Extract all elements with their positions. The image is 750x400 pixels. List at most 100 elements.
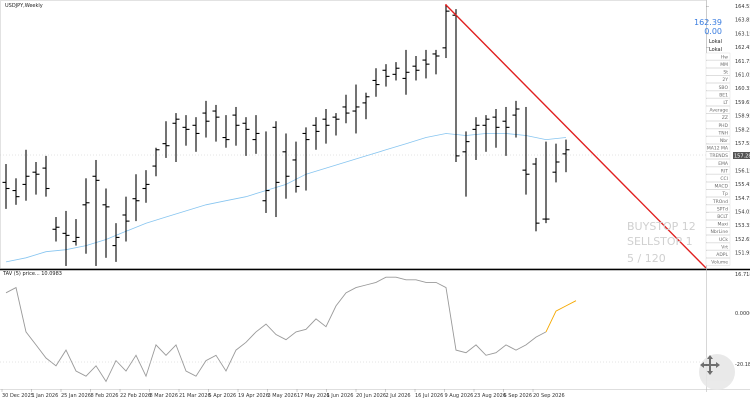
ui-layer[interactable]: USDJPY,Weekly TAV (5) price... 10.0983 162… [2, 3, 731, 277]
ohlc-bar[interactable] [522, 106, 530, 195]
side-button[interactable]: ZZ [705, 113, 731, 121]
side-button-label: MM [720, 62, 728, 68]
side-button[interactable]: Tp [705, 189, 731, 197]
ohlc-bar[interactable] [92, 159, 100, 266]
ohlc-bar[interactable] [502, 106, 510, 156]
ohlc-bar[interactable] [222, 115, 230, 148]
ohlc-bar[interactable] [482, 115, 490, 152]
side-button[interactable]: MM [705, 60, 731, 68]
side-button[interactable]: MACD [705, 181, 731, 190]
ohlc-bar[interactable] [82, 178, 90, 254]
ohlc-bar[interactable] [452, 9, 460, 162]
price-pane[interactable]: BUYSTOP 12 SELLSTOP 1 5 / 120 [0, 4, 707, 269]
ohlc-bar[interactable] [42, 155, 50, 197]
ohlc-bar[interactable] [62, 210, 70, 266]
side-button[interactable]: PHD [705, 121, 731, 129]
ohlc-bar[interactable] [252, 115, 260, 154]
ohlc-bar[interactable] [72, 219, 80, 246]
side-button[interactable]: Maxi [705, 219, 731, 228]
side-button-frame [705, 174, 731, 182]
ohlc-bar[interactable] [232, 106, 240, 146]
side-button[interactable]: EMA [705, 159, 731, 167]
side-button[interactable]: MA12 MA [705, 143, 731, 152]
ohlc-bar[interactable] [132, 174, 140, 222]
ohlc-bar[interactable] [512, 100, 520, 138]
ohlc-bar[interactable] [272, 121, 280, 218]
ohlc-bar[interactable] [472, 117, 480, 160]
price-axis-label: 157.55 [735, 141, 750, 147]
oscillator-line [5, 276, 547, 383]
side-button[interactable]: Nbr [705, 136, 731, 144]
oscillator-pane[interactable] [0, 276, 706, 383]
side-button[interactable]: Average [705, 105, 731, 114]
ohlc-bar[interactable] [112, 223, 120, 262]
ohlc-bar[interactable] [312, 117, 320, 150]
ohlc-bar[interactable] [142, 170, 150, 203]
ohlc-bar[interactable] [402, 49, 410, 95]
trendline[interactable] [445, 4, 707, 269]
ohlc-bar[interactable] [192, 117, 200, 152]
ohlc-bar[interactable] [532, 157, 540, 232]
ohlc-bar[interactable] [32, 162, 40, 195]
side-button[interactable]: Vrt [705, 242, 731, 250]
ohlc-bar[interactable] [122, 196, 130, 242]
ohlc-bar[interactable] [152, 147, 160, 177]
side-button[interactable]: SBO [705, 83, 731, 91]
ohlc-bar[interactable] [102, 188, 110, 258]
side-button-label: Average [710, 108, 729, 114]
price-tag-box [733, 152, 750, 159]
side-button[interactable]: St [705, 67, 731, 76]
side-button[interactable]: Hw [705, 52, 731, 60]
side-button[interactable]: SPTd [705, 204, 731, 212]
ohlc-bar[interactable] [292, 141, 300, 193]
side-button[interactable]: BCLT [705, 212, 731, 220]
ohlc-bar[interactable] [182, 115, 190, 146]
side-button[interactable]: TNH [705, 128, 731, 136]
side-button[interactable]: UCk [705, 235, 731, 243]
ohlc-bar[interactable] [342, 94, 350, 124]
ohlc-bar[interactable] [542, 141, 550, 224]
ohlc-bar[interactable] [422, 49, 430, 79]
side-button[interactable]: TRENDS [705, 151, 731, 159]
ohlc-bar[interactable] [432, 49, 440, 75]
side-button[interactable]: CCI [705, 174, 731, 182]
zoom-move-button[interactable] [699, 354, 735, 390]
ohlc-bar[interactable] [302, 127, 310, 191]
ohlc-bar[interactable] [412, 56, 420, 81]
ohlc-bar[interactable] [22, 149, 30, 201]
quote-price: 162.39 [694, 18, 722, 27]
ohlc-bar[interactable] [282, 133, 290, 199]
ohlc-bar[interactable] [552, 143, 560, 183]
ohlc-bar[interactable] [202, 100, 210, 138]
side-button[interactable]: 2Y [705, 75, 731, 83]
ohlc-bar[interactable] [392, 62, 400, 81]
ohlc-bar[interactable] [172, 113, 180, 162]
ohlc-bar[interactable] [442, 5, 450, 59]
ohlc-bar[interactable] [362, 92, 370, 120]
ohlc-bar[interactable] [242, 117, 250, 156]
ohlc-bar[interactable] [162, 121, 170, 158]
ohlc-bar[interactable] [52, 217, 60, 242]
ohlc-bar[interactable] [492, 109, 500, 148]
ohlc-bar[interactable] [372, 68, 380, 97]
ohlc-bar[interactable] [352, 84, 360, 134]
time-axis-label: 19 Apr 2026 [238, 393, 269, 399]
side-button[interactable]: ADPL [705, 250, 731, 258]
ohlc-bar[interactable] [12, 178, 20, 205]
ohlc-bar[interactable] [332, 113, 340, 136]
side-button[interactable]: NbrLine [705, 227, 731, 235]
ohlc-bar[interactable] [262, 131, 270, 213]
ohlc-bar[interactable] [462, 131, 470, 197]
side-button[interactable]: BE1 [705, 90, 731, 98]
ohlc-bar[interactable] [562, 139, 570, 173]
side-button[interactable]: Volume [705, 258, 731, 266]
side-button[interactable]: LT [705, 98, 731, 106]
ohlc-bar[interactable] [212, 104, 220, 142]
ohlc-bar[interactable] [322, 109, 330, 144]
side-button[interactable]: RIT [705, 166, 731, 174]
side-button[interactable]: TROnd [705, 197, 731, 205]
ohlc-bar[interactable] [2, 164, 10, 209]
ohlc-bar[interactable] [382, 64, 390, 87]
